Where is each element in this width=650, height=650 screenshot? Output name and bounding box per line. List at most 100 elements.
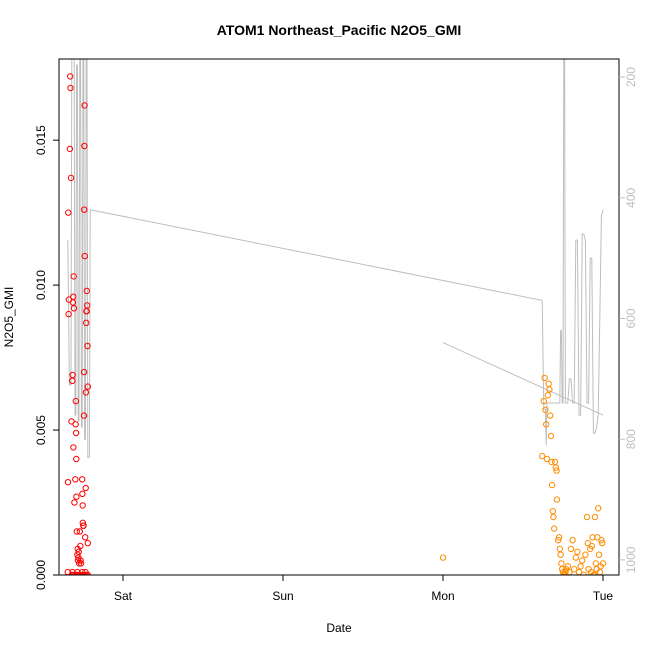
data-point-0-42 — [80, 368, 88, 376]
data-point-0-36 — [79, 490, 86, 497]
data-point-1-13 — [548, 481, 556, 489]
y-axis-label: N2O5_GMI — [2, 287, 16, 348]
data-point-1-7 — [544, 392, 551, 399]
data-point-1-38 — [574, 548, 581, 555]
data-point-0-3 — [65, 310, 72, 318]
data-point-0-7 — [67, 84, 74, 92]
data-point-1-34 — [567, 545, 575, 553]
data-point-1-63 — [599, 560, 607, 567]
data-point-0-8 — [67, 174, 75, 182]
data-point-0-46 — [81, 252, 89, 260]
data-point-0-19 — [72, 421, 79, 428]
data-point-1-57 — [595, 505, 602, 512]
x-tick-label-1: Sun — [272, 589, 293, 603]
data-point-0-48 — [82, 484, 89, 492]
data-point-1-23 — [556, 545, 563, 553]
data-point-0-43 — [81, 206, 88, 213]
data-point-0-20 — [72, 397, 80, 405]
data-point-0-1 — [64, 479, 72, 486]
data-point-1-32 — [564, 563, 571, 570]
data-point-1-1 — [539, 452, 546, 460]
data-point-0-24 — [73, 528, 81, 535]
data-point-1-49 — [588, 542, 595, 550]
data-point-0-5 — [66, 145, 74, 153]
data-point-0-15 — [70, 273, 77, 280]
data-point-1-12 — [548, 458, 555, 466]
data-point-0-22 — [73, 455, 80, 463]
data-point-1-36 — [571, 566, 578, 573]
plot-frame — [58, 58, 620, 576]
right-tick-label-0: 200 — [624, 67, 638, 87]
data-point-0-34 — [77, 560, 85, 567]
data-point-1-9 — [546, 386, 553, 393]
data-point-0-56 — [84, 383, 92, 390]
data-point-0-32 — [77, 542, 84, 550]
data-point-0-14 — [70, 444, 77, 451]
right-tick-label-2: 600 — [624, 308, 638, 328]
chart-title: ATOM1 Northeast_Pacific N2O5_GMI — [217, 22, 462, 38]
data-point-0-37 — [79, 502, 86, 509]
data-point-1-37 — [572, 554, 579, 561]
data-point-1-17 — [551, 458, 559, 466]
data-point-0-50 — [83, 319, 90, 326]
data-point-0-55 — [84, 342, 91, 350]
x-tick-label-2: Mon — [431, 589, 454, 603]
x-axis-label: Date — [326, 621, 352, 635]
data-point-0-11 — [69, 371, 76, 379]
data-point-1-18 — [552, 464, 559, 471]
data-point-1-54 — [592, 560, 599, 567]
data-point-1-53 — [591, 513, 599, 521]
y-tick-label-1: 0.005 — [34, 415, 48, 445]
data-point-0-47 — [82, 534, 89, 541]
data-point-0-33 — [77, 557, 84, 564]
data-point-0-16 — [70, 305, 78, 312]
data-point-0-38 — [79, 519, 87, 526]
data-point-0-18 — [72, 476, 79, 483]
data-point-1-8 — [545, 380, 552, 387]
data-point-1-19 — [553, 467, 560, 474]
y-tick-label-3: 0.015 — [34, 125, 48, 155]
data-point-1-24 — [557, 551, 564, 558]
data-point-1-35 — [569, 537, 576, 544]
data-point-0-49 — [82, 389, 90, 396]
data-point-0-53 — [83, 287, 91, 295]
data-point-0-10 — [69, 377, 76, 384]
right-tick-label-1: 400 — [624, 187, 638, 207]
data-point-1-62 — [599, 539, 606, 547]
data-point-0-2 — [65, 209, 72, 216]
data-point-1-50 — [589, 534, 596, 541]
data-point-1-20 — [553, 496, 561, 503]
x-tick-label-3: Tue — [593, 589, 614, 603]
data-point-0-44 — [81, 142, 88, 150]
data-point-1-6 — [543, 455, 551, 463]
data-point-0-57 — [84, 539, 92, 547]
data-point-1-25 — [558, 560, 565, 567]
data-point-1-43 — [582, 551, 589, 558]
data-point-0-23 — [73, 493, 80, 500]
series-line-2-0 — [67, 59, 604, 458]
data-point-0-31 — [76, 528, 84, 535]
data-point-1-41 — [579, 557, 586, 564]
data-point-0-40 — [80, 522, 87, 529]
data-point-1-21 — [555, 537, 562, 544]
right-tick-label-4: 1000 — [624, 546, 638, 573]
data-point-1-10 — [547, 412, 554, 419]
data-point-0-35 — [79, 476, 86, 483]
data-point-0-54 — [84, 302, 91, 309]
data-point-1-58 — [595, 551, 603, 558]
data-point-0-13 — [70, 293, 77, 300]
y-tick-label-2: 0.010 — [34, 270, 48, 300]
series-line-2-1 — [442, 342, 604, 416]
data-point-1-2 — [540, 397, 547, 405]
y-tick-label-0: 0.000 — [34, 560, 48, 590]
data-point-1-40 — [577, 563, 584, 570]
data-point-1-16 — [551, 525, 558, 532]
x-tick-label-0: Sat — [114, 589, 133, 603]
right-tick-label-3: 800 — [624, 429, 638, 449]
data-point-0-6 — [67, 73, 74, 80]
data-point-1-3 — [541, 374, 548, 382]
data-point-1-44 — [583, 513, 591, 521]
data-point-1-0 — [439, 554, 447, 561]
data-point-1-14 — [549, 508, 556, 515]
data-point-1-15 — [550, 513, 557, 521]
